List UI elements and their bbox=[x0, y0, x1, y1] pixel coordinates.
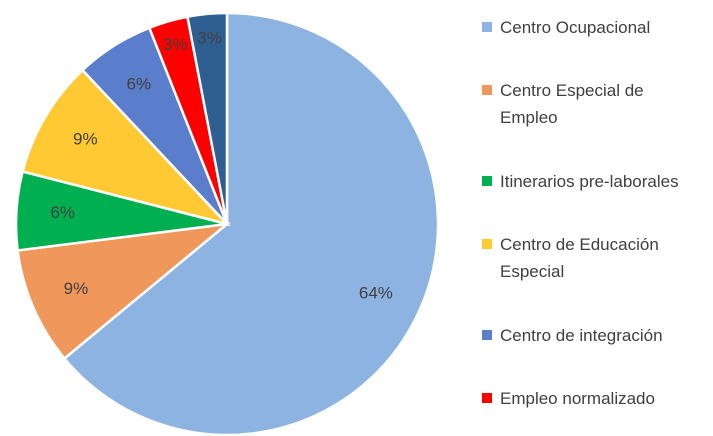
data-label: 6% bbox=[127, 75, 152, 94]
legend-item: Empleo normalizado bbox=[482, 385, 707, 412]
legend-marker bbox=[482, 392, 492, 403]
legend-item: Centro de integración bbox=[482, 322, 707, 349]
legend-item: Centro Especial de Empleo bbox=[482, 77, 707, 131]
legend-label: Empleo normalizado bbox=[500, 388, 655, 408]
legend-marker bbox=[482, 85, 492, 96]
pie-slice bbox=[21, 68, 231, 227]
legend-marker bbox=[482, 175, 492, 186]
legend-label: Centro de Educación Especial bbox=[500, 235, 659, 282]
legend-item: Centro de Educación Especial bbox=[482, 231, 707, 285]
data-label: 3% bbox=[163, 35, 188, 54]
data-label: 9% bbox=[64, 279, 89, 298]
legend-label: Centro Ocupacional bbox=[500, 18, 651, 37]
data-label: 6% bbox=[50, 203, 75, 222]
data-label: 3% bbox=[197, 29, 222, 48]
legend-label: Centro de integración bbox=[500, 325, 663, 345]
legend: Centro Ocupacional Centro Especial de Emp… bbox=[482, 14, 707, 412]
legend-label: Centro Especial de Empleo bbox=[500, 81, 644, 128]
legend-label: Itinerarios pre-laborales bbox=[500, 171, 679, 191]
data-label: 9% bbox=[73, 130, 98, 149]
pie-slice bbox=[16, 222, 232, 361]
legend-marker bbox=[482, 329, 492, 340]
pie-slice bbox=[186, 11, 229, 225]
pie: 64% 9% 6% 9% 6% 3% 3% bbox=[14, 11, 440, 436]
legend-marker bbox=[482, 239, 492, 250]
pie-slice bbox=[62, 11, 440, 436]
legend-item: Centro Ocupacional bbox=[482, 14, 707, 41]
data-label: 64% bbox=[359, 284, 393, 303]
legend-marker bbox=[482, 22, 492, 32]
legend-item: Itinerarios pre-laborales bbox=[482, 168, 707, 195]
